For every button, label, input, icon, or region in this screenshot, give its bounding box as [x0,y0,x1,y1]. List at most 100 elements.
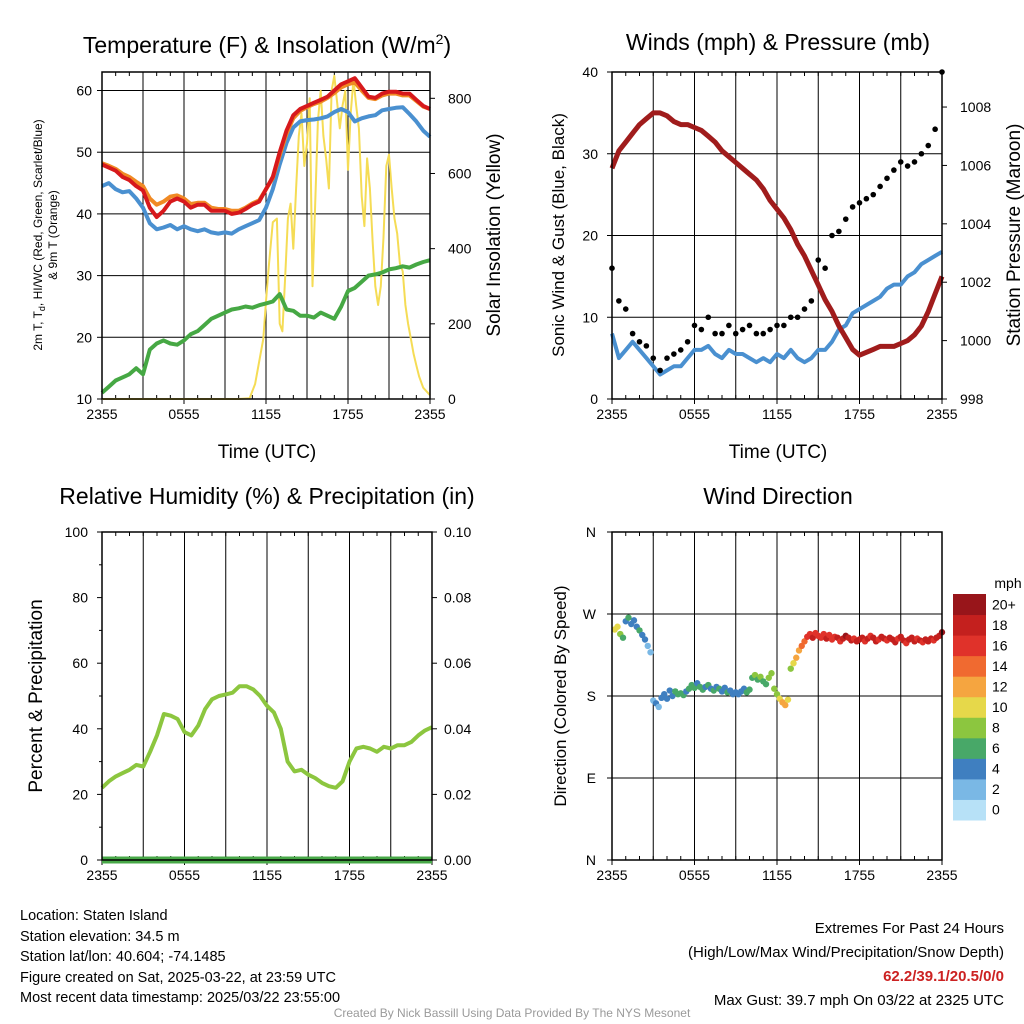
y-right-tick-label: 400 [448,241,472,257]
x-tick-label: 2355 [596,867,627,883]
x-tick-label: 2355 [596,406,627,422]
legend-label: 18 [992,617,1008,633]
y-label-subscript: d [37,306,47,311]
x-axis-label: Time (UTC) [729,442,828,463]
x-tick-label: 1155 [762,406,792,422]
y-tick-label: 30 [582,146,598,162]
x-tick-label: 2355 [86,867,117,883]
gust-point [746,322,753,329]
y-axis-label-right: Station Pressure (Maroon) [1004,124,1024,347]
gust-point [726,322,732,329]
y-tick-label: 30 [76,268,92,284]
x-tick-label: 2355 [926,867,957,883]
chart-title: Wind Direction [703,483,853,509]
y-tick-label: 40 [582,64,598,80]
x-tick-label: 0555 [679,867,710,883]
gust-point [636,338,643,345]
legend-swatch [953,655,986,677]
y-right-tick-label: 0.00 [444,852,471,868]
series-line-solar [102,74,431,400]
y-axis-label-right: Solar Insolation (Yellow) [484,133,505,336]
gust-point [842,216,849,222]
gust-point [897,159,904,165]
x-tick-label: 1155 [762,867,792,883]
y-tick-label: E [587,770,596,786]
legend-label: 6 [992,740,1000,756]
y-tick-label: 80 [72,590,88,606]
gust-point [698,326,705,333]
station-elevation: Station elevation: 34.5 m [20,928,180,945]
y-tick-label: 60 [72,655,88,671]
direction-point [762,680,770,688]
direction-point [771,685,778,692]
legend-swatch [953,614,986,636]
chart-title: Winds (mph) & Pressure (mb) [626,29,930,55]
station-info: Location: Staten Island Station elevatio… [20,906,340,1009]
y-right-tick-label: 0.02 [444,786,471,802]
y-tick-label: 40 [72,721,88,737]
series-line-wind [610,250,944,377]
direction-point [641,636,649,643]
direction-point [768,670,775,677]
y-axis-label: Percent & Precipitation [26,599,47,792]
legend-label: 10 [992,699,1008,715]
gust-point [629,330,636,337]
gust-point [815,257,822,263]
y-tick-label: 0 [80,852,88,868]
gust-point [691,322,698,329]
legend-swatch [953,635,986,657]
gust-point [836,228,842,235]
credit-line: Created By Nick Bassill Using Data Provi… [333,1006,691,1020]
gust-point [664,355,670,361]
panel-winds: 2355 0555 1155 1755 235501020304099810001002… [549,29,1024,463]
panel-temperature: 2355 0555 1155 1755 235510203040506002004006… [31,31,505,463]
extremes-title: Extremes For Past 24 Hours [814,920,1004,937]
title-tail: ) [443,32,451,58]
plot-frame [611,531,943,861]
legend-label: 16 [992,637,1008,653]
gust-point [918,150,925,157]
direction-point [782,701,789,709]
y-right-tick-label: 1008 [960,99,991,115]
direction-point [644,642,651,650]
y-tick-label: 10 [76,391,92,407]
gust-point [650,355,657,361]
gust-point [925,142,932,149]
gust-point [781,322,787,329]
direction-point [625,614,632,621]
gust-point [705,314,712,321]
y-tick-label: 20 [72,786,88,802]
x-axis-label: Time (UTC) [218,442,317,463]
gust-point [911,159,918,165]
meteogram-canvas: 2355 0555 1155 1755 235510203040506002004006… [26,29,1024,883]
gust-point [719,330,725,337]
gust-point [822,265,828,272]
y-tick-label: 100 [65,524,89,540]
gust-point [808,298,815,304]
figure-created: Figure created on Sat, 2025-03-22, at 23… [20,969,336,986]
gust-point [712,330,718,337]
y-tick-label: 10 [582,309,598,325]
legend-swatch [953,717,986,739]
y-axis-label-line2: & 9m T (Orange) [46,190,60,280]
y-tick-label: 20 [582,228,598,244]
legend-swatch [953,594,986,616]
legend-label: 20+ [992,596,1016,612]
x-tick-label: 2355 [414,406,445,422]
direction-point [619,634,627,641]
gust-point [684,338,691,345]
gust-point [774,322,780,329]
gust-point [671,351,677,357]
y-tick-label: 20 [76,329,92,345]
gust-point [657,367,663,374]
chart-title: Temperature (F) & Insolation (W/m2) [83,31,451,58]
legend-label: 4 [992,761,1000,777]
direction-point [666,687,673,694]
y-right-tick-label: 1000 [960,333,991,349]
max-gust: Max Gust: 39.7 mph On 03/22 at 2325 UTC [713,992,1004,1009]
extremes-subtitle: (High/Low/Max Wind/Precipitation/Snow De… [688,944,1004,961]
chart-title: Relative Humidity (%) & Precipitation (i… [59,483,474,509]
y-tick-label: N [586,524,596,540]
gust-point [870,191,877,198]
